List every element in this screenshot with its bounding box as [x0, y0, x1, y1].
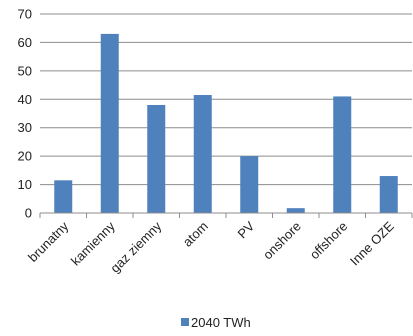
y-tick-label: 20 [18, 149, 32, 164]
bar [286, 208, 305, 213]
y-tick-label: 30 [18, 120, 32, 135]
bar [333, 96, 352, 213]
y-axis-ticks: 0 10 20 30 40 50 60 70 [18, 7, 32, 221]
x-category-label: offshore [307, 219, 351, 263]
legend-label: 2040 TWh [191, 315, 251, 330]
y-tick-label: 0 [25, 206, 32, 221]
bar [147, 104, 166, 213]
bar [193, 95, 212, 213]
x-category-label: onshore [260, 219, 304, 263]
legend-swatch [181, 318, 189, 326]
y-tick-label: 50 [18, 63, 32, 78]
x-category-label: Inne OZE [347, 218, 397, 268]
bar [100, 33, 119, 214]
gridlines [40, 13, 412, 186]
x-category-label: atom [180, 219, 211, 250]
bar [240, 156, 259, 213]
y-tick-label: 70 [18, 7, 32, 22]
x-category-label: brunatny [25, 218, 72, 265]
x-category-label: gaz ziemny [107, 218, 164, 275]
y-tick-label: 10 [18, 177, 32, 192]
legend: 2040 TWh [181, 315, 251, 330]
y-tick-label: 40 [18, 92, 32, 107]
bar [379, 176, 398, 213]
x-axis-tick-marks [39, 213, 413, 218]
bar [54, 180, 73, 213]
bars [54, 33, 398, 214]
x-category-label: PV [235, 218, 258, 241]
y-tick-label: 60 [18, 35, 32, 50]
